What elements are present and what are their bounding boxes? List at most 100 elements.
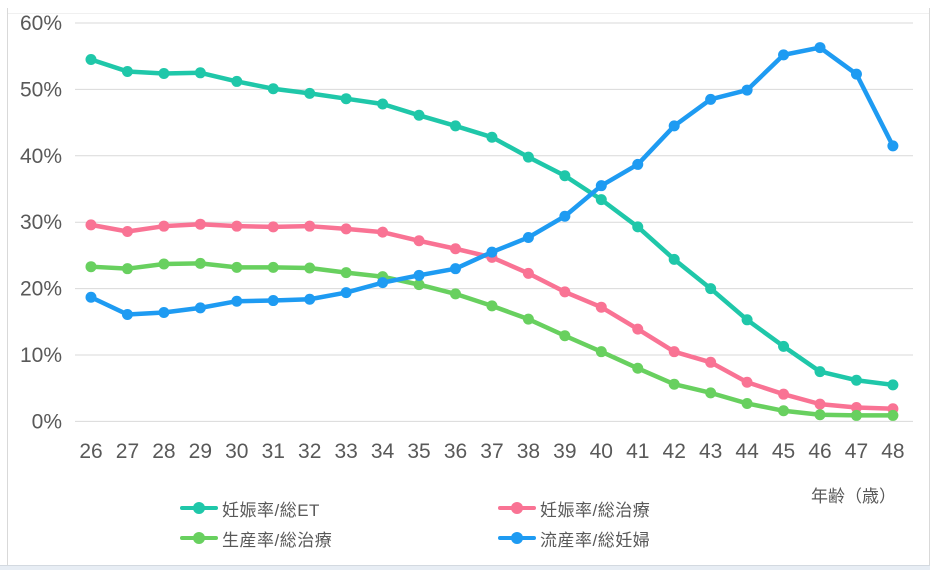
data-point xyxy=(850,401,862,413)
x-tick-label: 39 xyxy=(553,440,576,463)
data-point xyxy=(231,261,243,273)
x-tick-label: 30 xyxy=(225,440,248,463)
x-tick-label: 43 xyxy=(699,440,722,463)
data-point xyxy=(559,286,571,298)
x-tick-label: 31 xyxy=(262,440,285,463)
data-point xyxy=(85,219,97,231)
data-point xyxy=(340,223,352,235)
data-point xyxy=(778,405,790,417)
data-point xyxy=(632,221,644,233)
data-point xyxy=(814,398,826,410)
data-point xyxy=(194,257,206,269)
data-point xyxy=(486,246,498,258)
data-point xyxy=(705,356,717,368)
data-point xyxy=(85,54,97,66)
data-point xyxy=(595,301,607,313)
legend-item-live-birth-rate-per-treatment: 生産率/総治療 xyxy=(180,527,333,550)
data-point xyxy=(85,291,97,303)
x-tick-label: 42 xyxy=(663,440,686,463)
x-tick-label: 28 xyxy=(152,440,175,463)
data-point xyxy=(522,231,534,243)
y-tick-label: 40% xyxy=(20,145,62,168)
x-tick-label: 34 xyxy=(371,440,395,463)
x-tick-label: 36 xyxy=(444,440,467,463)
y-axis-tick-labels: 0% 10% 20% 30% 40% 50% 60% xyxy=(20,12,62,433)
data-point xyxy=(705,387,717,399)
data-point xyxy=(377,226,389,238)
data-point xyxy=(850,409,862,421)
data-point xyxy=(158,67,170,79)
data-point xyxy=(814,42,826,54)
legend-label: 生産率/総治療 xyxy=(222,530,333,550)
x-tick-label: 46 xyxy=(808,440,831,463)
data-point xyxy=(486,300,498,312)
data-point xyxy=(158,307,170,319)
data-point xyxy=(121,225,133,237)
data-point xyxy=(85,261,97,273)
data-point xyxy=(158,220,170,232)
x-tick-label: 29 xyxy=(189,440,212,463)
data-point xyxy=(413,269,425,281)
data-point xyxy=(413,279,425,291)
data-point xyxy=(559,210,571,222)
x-tick-label: 38 xyxy=(517,440,540,463)
y-tick-label: 60% xyxy=(20,12,62,35)
legend-label: 妊娠率/総治療 xyxy=(540,500,651,520)
legend-item-pregnancy-rate-per-et: 妊娠率/総ET xyxy=(180,497,320,520)
legend-label: 妊娠率/総ET xyxy=(222,500,320,520)
data-point xyxy=(668,378,680,390)
series-3 xyxy=(85,42,899,320)
data-point xyxy=(377,98,389,110)
x-axis-tick-labels: 26 27 28 29 30 31 32 33 34 35 36 37 38 39 40 41 42 43 44 45… xyxy=(79,440,904,463)
data-point xyxy=(194,302,206,314)
data-point xyxy=(413,235,425,247)
legend-item-pregnancy-rate-per-treatment: 妊娠率/総治療 xyxy=(498,497,651,520)
data-point xyxy=(668,120,680,132)
data-point xyxy=(158,258,170,270)
data-point xyxy=(705,283,717,295)
x-tick-label: 35 xyxy=(407,440,430,463)
data-point xyxy=(887,379,899,391)
x-tick-label: 41 xyxy=(626,440,649,463)
data-point xyxy=(632,158,644,170)
data-point xyxy=(413,109,425,121)
data-point xyxy=(450,288,461,300)
data-point xyxy=(231,295,243,307)
data-point xyxy=(559,170,571,182)
data-point xyxy=(121,65,133,77)
x-tick-label: 27 xyxy=(116,440,139,463)
x-tick-label: 47 xyxy=(845,440,868,463)
x-tick-label: 26 xyxy=(79,440,102,463)
data-point xyxy=(778,49,790,61)
y-tick-label: 10% xyxy=(20,344,62,367)
legend-marker-blue-icon xyxy=(498,532,536,544)
data-point xyxy=(559,330,571,342)
data-point xyxy=(194,218,206,230)
data-point xyxy=(450,120,461,132)
x-tick-label: 45 xyxy=(772,440,795,463)
data-point xyxy=(668,253,680,265)
data-point xyxy=(850,68,862,80)
data-point xyxy=(595,180,607,192)
series-0 xyxy=(85,54,899,391)
data-point xyxy=(814,366,826,378)
x-tick-label: 33 xyxy=(334,440,357,463)
data-point xyxy=(741,84,753,96)
x-tick-label: 40 xyxy=(590,440,613,463)
data-point xyxy=(340,93,352,105)
data-point xyxy=(267,83,279,95)
data-point xyxy=(304,293,316,305)
y-tick-label: 0% xyxy=(32,410,62,433)
data-point xyxy=(304,262,316,274)
data-point xyxy=(267,261,279,273)
series-line xyxy=(88,45,896,317)
data-point xyxy=(741,397,753,409)
window-left-border xyxy=(7,8,8,570)
y-tick-label: 50% xyxy=(20,78,62,101)
y-tick-label: 20% xyxy=(20,278,62,301)
x-tick-label: 32 xyxy=(298,440,321,463)
data-point xyxy=(121,308,133,320)
data-point xyxy=(450,263,461,275)
